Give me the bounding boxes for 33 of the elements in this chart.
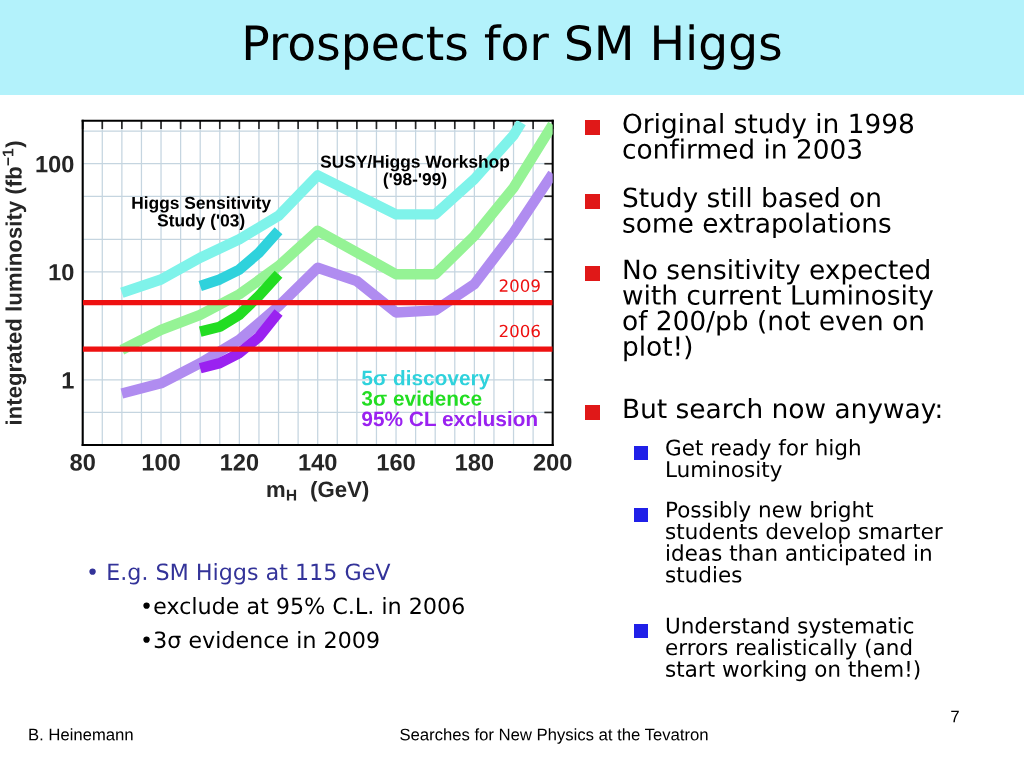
annotation: 2006 xyxy=(499,324,540,338)
x-tick-label: 80 xyxy=(70,453,95,471)
text: B. Heinemann xyxy=(29,728,133,741)
chart-title: Prospects for SM Higgs xyxy=(245,24,781,70)
text: •exclude at 95% C.L. in 2006 xyxy=(143,597,464,615)
annotation: Higgs Sensitivity Study ('03) xyxy=(132,196,271,230)
text: •3σ evidence in 2009 xyxy=(143,631,379,649)
text: 7 xyxy=(951,710,959,723)
x-axis-title: m$_{H}$ (GeV) xyxy=(267,480,369,502)
text: Searches for New Physics at the Tevatron xyxy=(400,728,708,744)
x-tick-label: 120 xyxy=(221,453,259,471)
y-tick-label: 100 xyxy=(36,155,74,173)
y-axis-title: integrated luminosity (fb$^{−1}$) xyxy=(2,141,27,424)
x-tick-label: 140 xyxy=(299,453,337,471)
x-tick-label: 100 xyxy=(142,453,180,471)
y-tick-label: 1 xyxy=(62,372,74,389)
x-tick-label: 160 xyxy=(377,453,415,471)
text: 95% CL exclusion xyxy=(362,411,537,427)
text: No sensitivity expected with current Luminosity of 200/pb (not even on plot!) xyxy=(623,259,934,362)
text: Original study in 1998 confirmed in 2003 xyxy=(623,113,914,159)
text: • E.g. SM Higgs at 115 GeV xyxy=(89,563,391,585)
text: Possibly new bright students develop smarter ideas than anticipated in studies xyxy=(666,501,943,583)
x-tick-label: 180 xyxy=(456,453,494,471)
text: But search now anyway: xyxy=(624,398,941,424)
x-tick-label: 200 xyxy=(533,453,572,471)
text: 3σ evidence xyxy=(361,390,482,406)
text: 5σ discovery xyxy=(361,370,491,390)
annotation: 2009 xyxy=(499,279,540,292)
text: Study still based on some extrapolations xyxy=(623,187,891,239)
y-tick-label: 10 xyxy=(49,263,74,281)
text: Understand systematic errors realistically (and start working on them!) xyxy=(666,617,920,682)
text: Get ready for high Luminosity xyxy=(666,439,860,482)
annotation: SUSY/Higgs Workshop ('98-'99) xyxy=(320,155,510,189)
